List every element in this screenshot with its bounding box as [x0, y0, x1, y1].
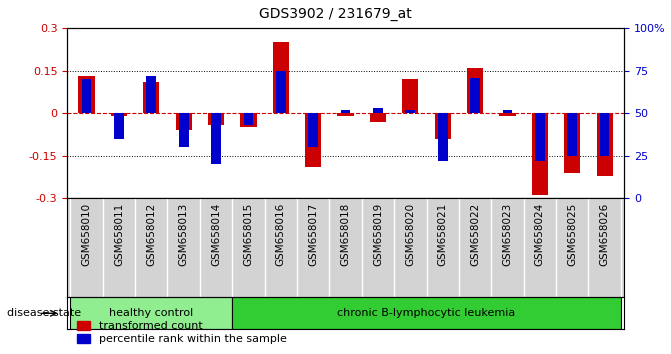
Text: GSM658018: GSM658018: [341, 203, 350, 267]
Bar: [503, 110, 513, 113]
Bar: [232, 297, 621, 329]
Bar: [244, 113, 253, 125]
Text: GSM658025: GSM658025: [567, 203, 577, 267]
Bar: [240, 113, 256, 127]
Text: GSM658015: GSM658015: [244, 203, 254, 267]
Text: GSM658011: GSM658011: [114, 203, 124, 267]
Bar: [146, 76, 156, 113]
Text: GSM658014: GSM658014: [211, 203, 221, 267]
Text: disease state: disease state: [7, 308, 81, 318]
Bar: [276, 71, 286, 113]
Text: healthy control: healthy control: [109, 308, 193, 318]
Bar: [211, 113, 221, 164]
Bar: [79, 76, 95, 113]
Bar: [309, 113, 318, 147]
Bar: [111, 113, 127, 116]
Bar: [535, 113, 545, 161]
Bar: [405, 110, 415, 113]
Text: GSM658020: GSM658020: [405, 203, 415, 266]
Text: GSM658019: GSM658019: [373, 203, 383, 267]
Bar: [435, 113, 451, 139]
Text: GSM658023: GSM658023: [503, 203, 513, 267]
Bar: [178, 113, 189, 147]
Bar: [597, 113, 613, 176]
Text: chronic B-lymphocytic leukemia: chronic B-lymphocytic leukemia: [338, 308, 515, 318]
Bar: [338, 113, 354, 116]
Text: GSM658024: GSM658024: [535, 203, 545, 267]
Text: GSM658010: GSM658010: [82, 203, 91, 266]
Text: GSM658022: GSM658022: [470, 203, 480, 267]
Text: GSM658026: GSM658026: [600, 203, 609, 267]
Text: GSM658021: GSM658021: [437, 203, 448, 267]
Bar: [470, 78, 480, 113]
Bar: [402, 79, 419, 113]
Bar: [70, 297, 232, 329]
Bar: [208, 113, 224, 125]
Bar: [272, 42, 289, 113]
Bar: [438, 113, 448, 161]
Bar: [600, 113, 609, 156]
Bar: [341, 110, 350, 113]
Bar: [176, 113, 192, 130]
Bar: [467, 68, 483, 113]
Bar: [499, 113, 515, 116]
Bar: [370, 113, 386, 122]
Legend: transformed count, percentile rank within the sample: transformed count, percentile rank withi…: [72, 316, 292, 348]
Bar: [305, 113, 321, 167]
Text: GSM658016: GSM658016: [276, 203, 286, 267]
Bar: [564, 113, 580, 173]
Text: GDS3902 / 231679_at: GDS3902 / 231679_at: [259, 7, 412, 21]
Bar: [143, 82, 160, 113]
Bar: [531, 113, 548, 195]
Text: GSM658012: GSM658012: [146, 203, 156, 267]
Bar: [373, 108, 382, 113]
Bar: [568, 113, 577, 156]
Bar: [82, 79, 91, 113]
Text: GSM658013: GSM658013: [178, 203, 189, 267]
Text: GSM658017: GSM658017: [308, 203, 318, 267]
Bar: [114, 113, 123, 139]
